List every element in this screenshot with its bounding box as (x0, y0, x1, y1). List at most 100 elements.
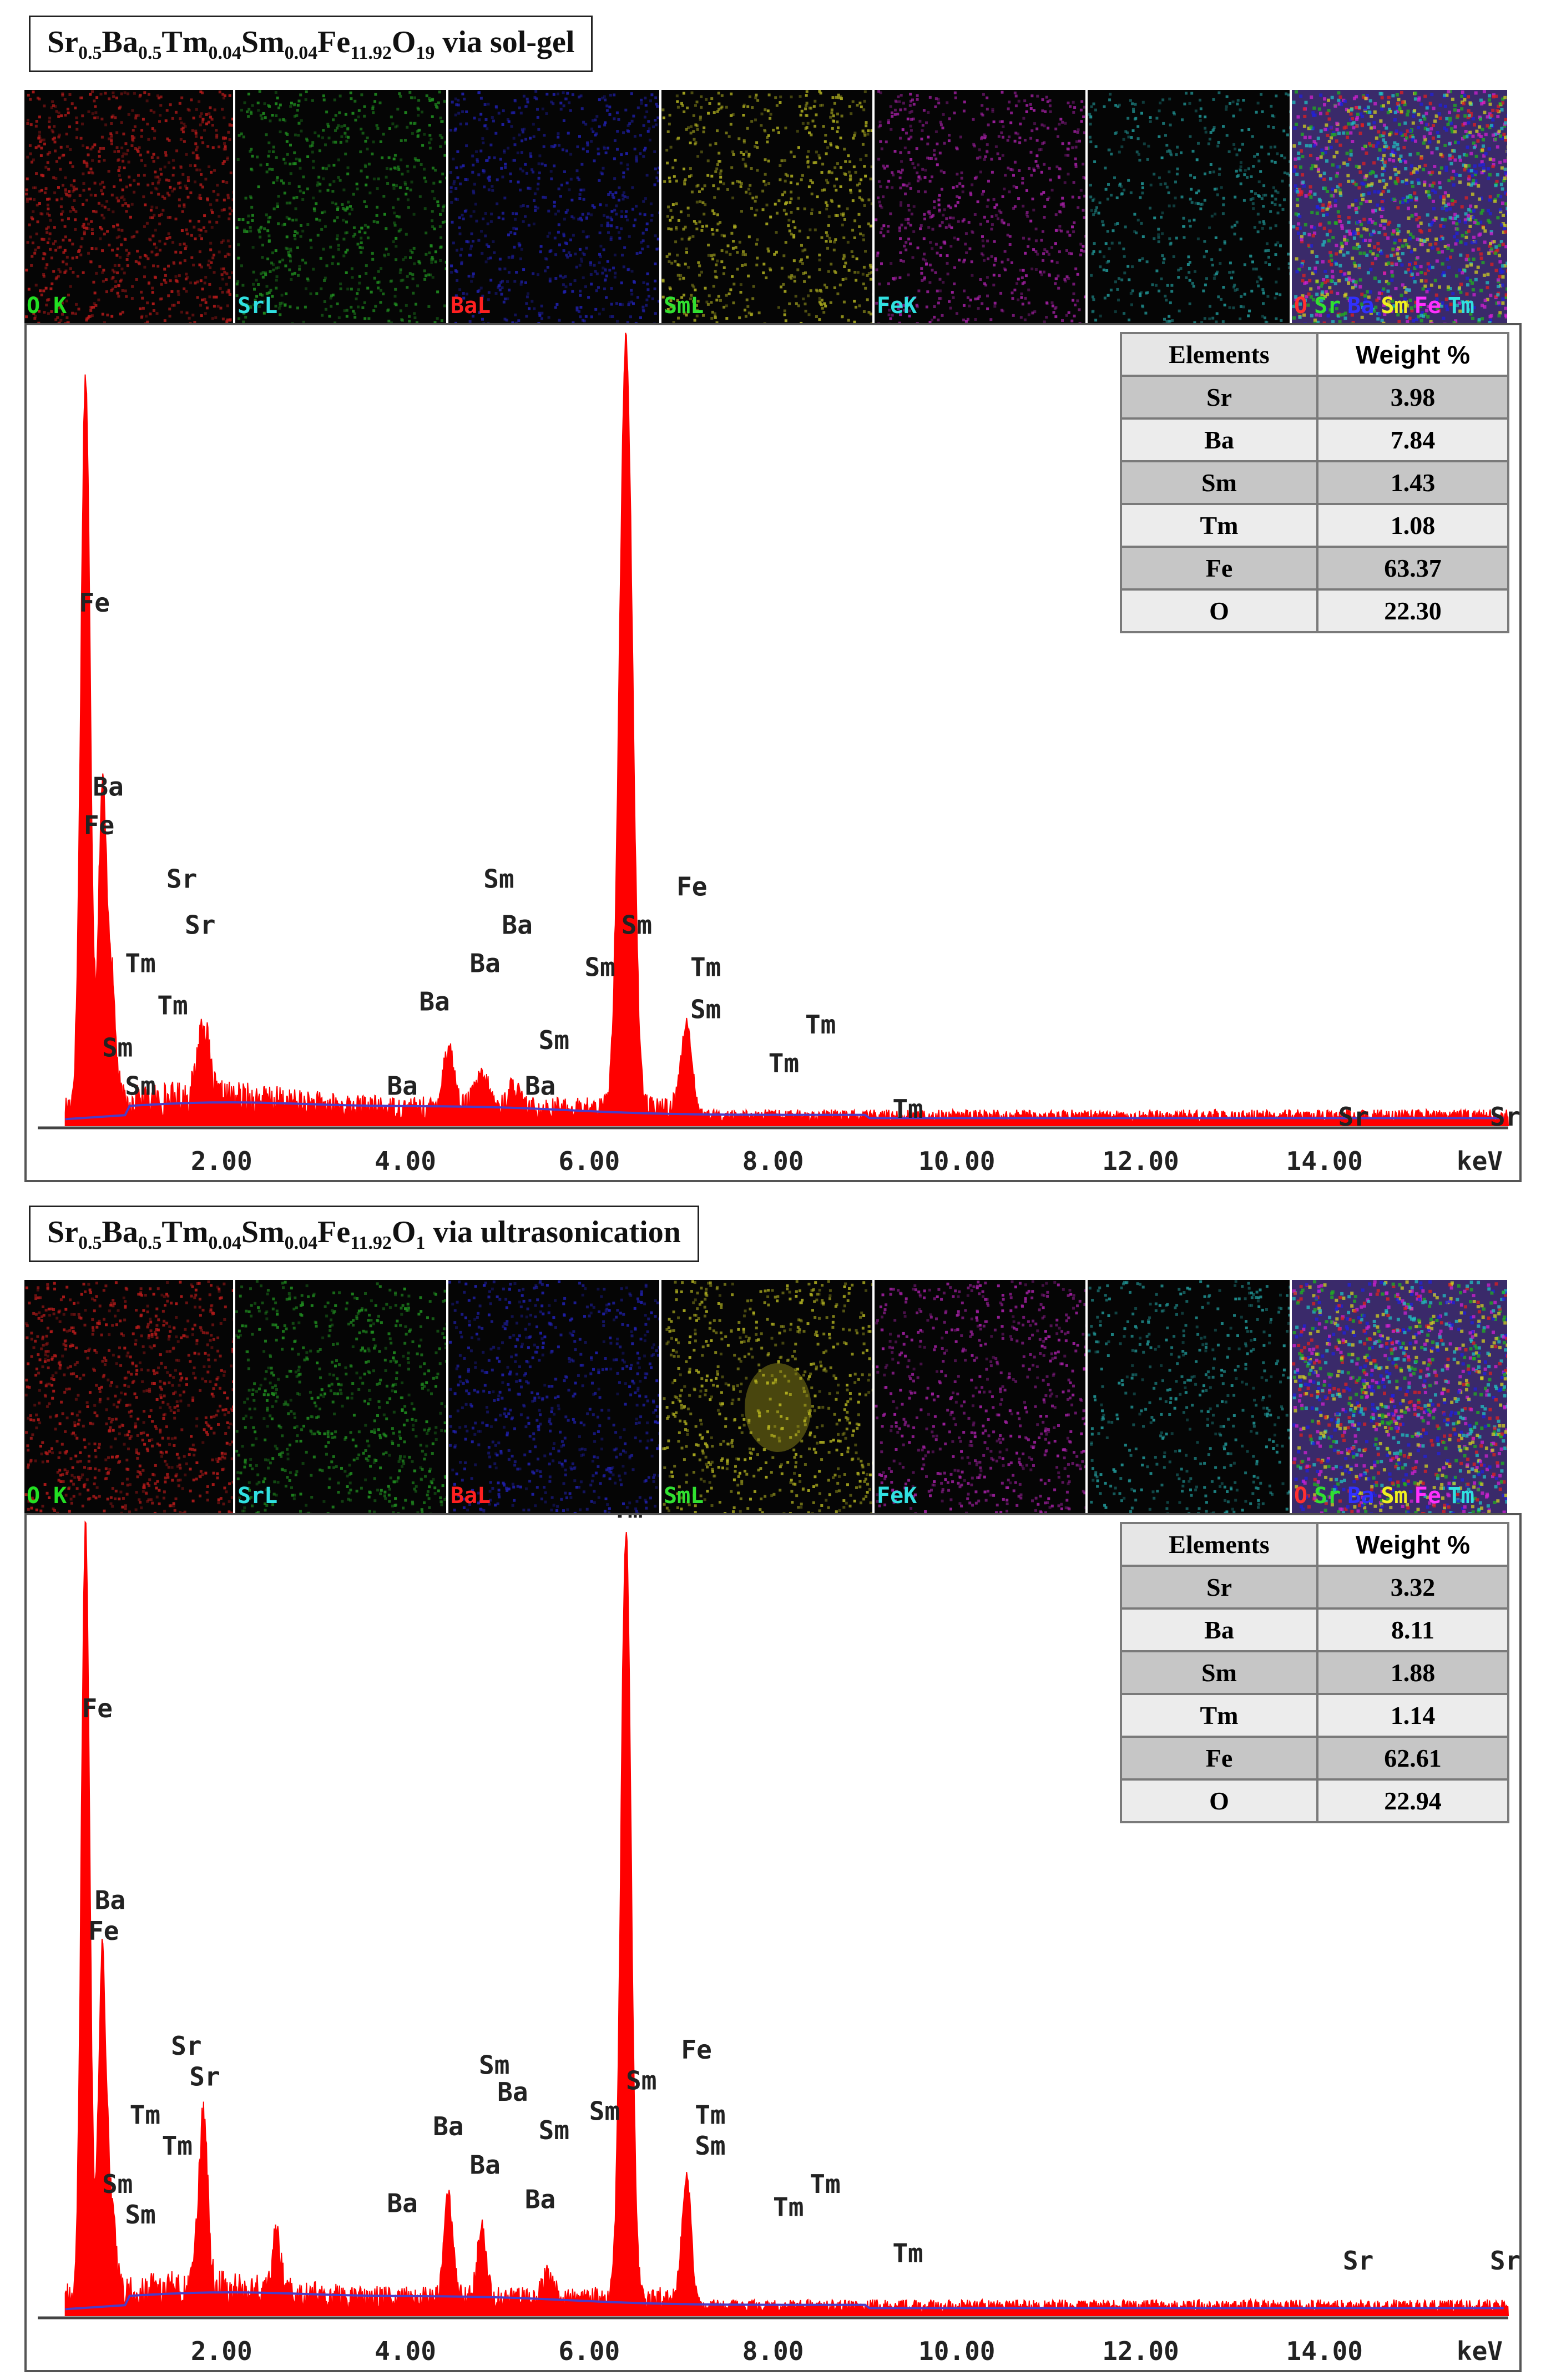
ultrasonication-panel: Sr0.5Ba0.5Tm0.04Sm0.04Fe11.92O1 via ultr… (0, 1190, 1546, 2380)
x-tick-label: 2.00 (191, 2336, 252, 2366)
element-map-tile: BaL (448, 1280, 659, 1513)
table-row: Fe 62.61 (1120, 1736, 1509, 1781)
peak-label: Sr (185, 910, 215, 940)
peak-label: Tm (892, 1094, 923, 1124)
table-row: O 22.30 (1120, 588, 1509, 633)
x-tick-label: 10.00 (918, 1146, 995, 1176)
table-cell-element: Fe (1120, 546, 1318, 591)
peak-label: Ba (502, 910, 532, 940)
peak-label: Tm (125, 949, 155, 979)
table-cell-weight: 1.14 (1316, 1693, 1509, 1738)
spectrum-trace (64, 1520, 1509, 2316)
table-header-row: Elements Weight % (1120, 332, 1509, 377)
table-cell-element: Sr (1120, 375, 1318, 420)
table-header-row: Elements Weight % (1120, 1522, 1509, 1567)
peak-label: Sr (1490, 1102, 1519, 1132)
table-cell-weight: 7.84 (1316, 417, 1509, 462)
background-curve (65, 2291, 1504, 2311)
table-cell-weight: 62.61 (1316, 1736, 1509, 1781)
table-cell-weight: 3.98 (1316, 375, 1509, 420)
element-map-tile: BaL (448, 90, 659, 323)
peak-label: Tm (157, 991, 188, 1021)
x-tick-label: 12.00 (1102, 2336, 1179, 2366)
peak-label: Sm (539, 1025, 569, 1055)
table-cell-weight: 1.88 (1316, 1650, 1509, 1695)
peak-label: Tm (690, 952, 721, 982)
peak-label: Sr (1338, 1102, 1369, 1132)
element-maps: O K SrL BaL SmL FeK O Sr Ba Sm Fe Tm (24, 90, 1512, 323)
peak-label: Fe (84, 810, 114, 840)
table-cell-element: Sr (1120, 1565, 1318, 1610)
map-legend-label: Ba (1347, 293, 1375, 319)
peak-label: Sr (171, 2031, 201, 2061)
background-curve (65, 1101, 1504, 1121)
map-legend-label: Tm (1447, 293, 1474, 319)
peak-label: Sm (125, 1071, 155, 1101)
x-tick-label: 14.00 (1286, 1146, 1363, 1176)
peak-label: Sm (622, 910, 652, 940)
peak-label: Ba (387, 1071, 417, 1101)
peak-label: Sm (483, 864, 514, 894)
map-label: SmL (664, 293, 704, 319)
peak-label: Fe (681, 2035, 711, 2065)
peak-label: Ba (419, 987, 449, 1017)
element-map-tile: SmL (661, 90, 872, 323)
peak-label: Ba (387, 2188, 417, 2218)
table-cell-weight: 8.11 (1316, 1607, 1509, 1652)
map-label: SrL (238, 1483, 278, 1509)
panel-title: Sr0.5Ba0.5Tm0.04Sm0.04Fe11.92O1 via ultr… (29, 1206, 699, 1262)
x-tick-label: 6.00 (558, 2336, 620, 2366)
peak-label: Sr (189, 2061, 220, 2091)
x-axis-label: keV (1457, 1146, 1503, 1176)
peak-label: Tm (773, 2192, 804, 2222)
map-label: O K (27, 293, 67, 319)
peak-label: Ba (95, 1885, 125, 1915)
x-axis-label: keV (1457, 2336, 1503, 2366)
map-legend-labels: O Sr Ba Sm Fe Tm (1294, 1483, 1481, 1509)
map-legend-label: O (1294, 293, 1308, 319)
table-cell-element: Fe (1120, 1736, 1318, 1781)
peak-label: Tm (805, 1010, 836, 1040)
peak-label: Tm (769, 1048, 799, 1078)
composition-table: Elements Weight % Sr 3.32 Ba 8.11 Sm 1.88 T… (1120, 1522, 1509, 1823)
table-row: Ba 8.11 (1120, 1607, 1509, 1652)
peak-label: Fe (82, 1693, 113, 1723)
table-cell-weight: 63.37 (1316, 546, 1509, 591)
table-header-weight: Weight % (1316, 332, 1509, 377)
table-cell-weight: 1.08 (1316, 503, 1509, 548)
element-map-tile (1088, 1280, 1290, 1513)
x-tick-label: 8.00 (742, 1146, 804, 1176)
peak-label: Ba (469, 949, 500, 979)
peak-label: Ba (93, 772, 123, 802)
peak-label: Tm (612, 1515, 643, 1524)
table-row: O 22.94 (1120, 1778, 1509, 1823)
sol-gel-panel: Sr0.5Ba0.5Tm0.04Sm0.04Fe11.92O19 via sol… (24, 16, 1522, 1182)
peak-label: Tm (130, 2100, 160, 2130)
table-cell-element: O (1120, 1778, 1318, 1823)
x-tick-label: 10.00 (918, 2336, 995, 2366)
element-maps: O K SrL BaL SmL FeK O Sr Ba Sm Fe Tm (24, 1280, 1512, 1513)
table-row: Sr 3.98 (1120, 375, 1509, 420)
peak-label: Sr (166, 864, 197, 894)
spectrum-plot: 2.004.006.008.0010.0012.0014.00keVOFeTmF… (38, 332, 1519, 1176)
table-cell-weight: 1.43 (1316, 460, 1509, 505)
map-label: SmL (664, 1483, 704, 1509)
peak-label: Ba (525, 2185, 555, 2215)
map-label: BaL (451, 293, 491, 319)
x-tick-label: 14.00 (1286, 2336, 1363, 2366)
table-cell-element: Sm (1120, 1650, 1318, 1695)
peak-label: Sm (690, 995, 721, 1025)
edx-spectrum: 2.004.006.008.0010.0012.0014.00keVOFeTmF… (24, 323, 1522, 1182)
peak-label: Sm (626, 2065, 656, 2095)
peak-label: Tm (162, 2131, 193, 2161)
table-cell-element: Tm (1120, 1693, 1318, 1738)
peak-label: Sr (1490, 2246, 1519, 2276)
element-map-tile: O Sr Ba Sm Fe Tm (1292, 90, 1507, 323)
map-label: O K (27, 1483, 67, 1509)
peak-label: Sm (102, 2169, 133, 2199)
element-map-tile: SmL (661, 1280, 872, 1513)
map-label: SrL (238, 293, 278, 319)
x-tick-label: 6.00 (558, 1146, 620, 1176)
peak-label: Tm (810, 2169, 840, 2199)
peak-label: Sm (479, 2050, 509, 2080)
